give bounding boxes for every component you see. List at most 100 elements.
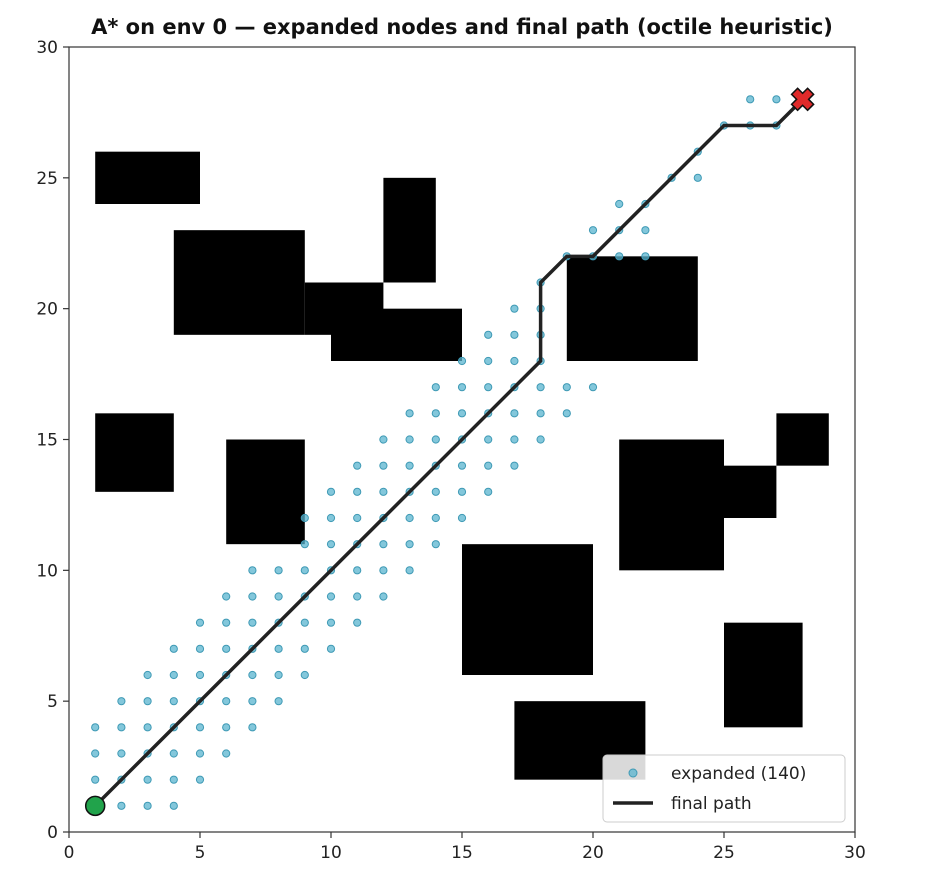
start-goal-markers bbox=[84, 87, 815, 817]
expanded-node-46 bbox=[274, 592, 283, 601]
y-axis-ticks: 0 5 10 15 20 25 30 bbox=[36, 38, 69, 843]
expanded-node-127 bbox=[641, 252, 650, 261]
expanded-node-112 bbox=[536, 409, 545, 418]
expanded-node-7 bbox=[117, 697, 126, 706]
y-tick-label-3: 15 bbox=[36, 431, 58, 451]
expanded-node-44 bbox=[274, 644, 283, 653]
expanded-node-50 bbox=[300, 618, 309, 627]
expanded-node-98 bbox=[484, 461, 493, 470]
expanded-node-13 bbox=[143, 670, 152, 680]
y-tick-label-4: 20 bbox=[36, 300, 58, 320]
obstacle-11 bbox=[462, 544, 593, 675]
expanded-node-97 bbox=[484, 487, 493, 496]
expanded-node-74 bbox=[379, 461, 388, 470]
expanded-node-35 bbox=[248, 723, 257, 732]
expanded-node-131 bbox=[693, 173, 702, 182]
obstacle-6 bbox=[226, 439, 305, 545]
x-axis-ticks: 0 5 10 15 20 25 30 bbox=[64, 832, 866, 863]
expanded-node-59 bbox=[326, 540, 336, 549]
expanded-node-64 bbox=[353, 566, 362, 575]
expanded-node-96 bbox=[457, 356, 467, 366]
expanded-node-87 bbox=[431, 435, 440, 444]
expanded-node-68 bbox=[353, 461, 362, 470]
obstacle-9 bbox=[724, 465, 777, 518]
expanded-node-30 bbox=[222, 697, 231, 706]
expanded-node-123 bbox=[588, 226, 598, 235]
expanded-node-37 bbox=[248, 670, 257, 680]
obstacle-1 bbox=[173, 230, 305, 335]
expanded-node-18 bbox=[169, 697, 178, 706]
expanded-node-92 bbox=[457, 461, 467, 470]
x-tick-label-2: 10 bbox=[320, 843, 342, 863]
expanded-node-75 bbox=[379, 435, 388, 444]
y-tick-label-5: 25 bbox=[36, 169, 58, 189]
obstacle-3 bbox=[331, 308, 462, 361]
expanded-node-22 bbox=[195, 749, 205, 758]
expanded-node-106 bbox=[510, 409, 519, 418]
expanded-node-34 bbox=[222, 592, 231, 601]
expanded-node-27 bbox=[195, 618, 205, 627]
expanded-node-88 bbox=[431, 409, 440, 418]
expanded-node-69 bbox=[379, 592, 388, 601]
expanded-node-124 bbox=[615, 252, 624, 261]
expanded-node-53 bbox=[300, 540, 309, 549]
expanded-node-25 bbox=[195, 670, 205, 680]
expanded-node-28 bbox=[222, 749, 231, 758]
expanded-node-26 bbox=[195, 644, 205, 653]
expanded-node-9 bbox=[143, 775, 152, 784]
expanded-node-108 bbox=[510, 356, 519, 366]
obstacles-layer bbox=[95, 151, 829, 780]
expanded-node-32 bbox=[222, 644, 231, 653]
x-tick-label-6: 30 bbox=[844, 843, 866, 863]
expanded-node-85 bbox=[431, 487, 440, 496]
obstacle-7 bbox=[566, 256, 698, 361]
final-path-layer bbox=[93, 98, 804, 808]
expanded-node-63 bbox=[353, 592, 362, 601]
expanded-node-113 bbox=[536, 383, 545, 392]
expanded-node-102 bbox=[484, 356, 493, 366]
expanded-node-67 bbox=[353, 487, 362, 496]
expanded-node-1 bbox=[91, 749, 100, 758]
expanded-node-84 bbox=[431, 513, 440, 523]
expanded-node-70 bbox=[379, 566, 388, 575]
chart-title: A* on env 0 — expanded nodes and final p… bbox=[91, 15, 833, 39]
expanded-node-33 bbox=[222, 618, 231, 627]
y-tick-label-6: 30 bbox=[36, 38, 58, 58]
obstacle-10 bbox=[776, 413, 829, 466]
expanded-node-109 bbox=[510, 330, 519, 339]
expanded-node-99 bbox=[484, 435, 493, 444]
expanded-node-0 bbox=[91, 775, 100, 784]
legend: expanded (140) final path bbox=[602, 754, 846, 823]
y-tick-label-2: 10 bbox=[36, 561, 58, 581]
expanded-node-21 bbox=[195, 775, 205, 784]
x-tick-label-4: 20 bbox=[582, 843, 604, 863]
expanded-node-78 bbox=[405, 513, 414, 523]
expanded-node-57 bbox=[326, 592, 336, 601]
expanded-node-43 bbox=[274, 670, 283, 680]
expanded-node-6 bbox=[117, 723, 126, 732]
expanded-node-14 bbox=[169, 801, 178, 810]
expanded-node-61 bbox=[326, 487, 336, 496]
expanded-node-77 bbox=[405, 540, 414, 549]
expanded-node-3 bbox=[117, 801, 126, 810]
expanded-node-60 bbox=[326, 513, 336, 523]
expanded-node-81 bbox=[405, 435, 414, 444]
legend-box bbox=[602, 754, 846, 823]
expanded-node-19 bbox=[169, 670, 178, 680]
expanded-node-16 bbox=[169, 749, 178, 758]
expanded-node-126 bbox=[615, 199, 624, 209]
expanded-node-73 bbox=[379, 487, 388, 496]
expanded-node-23 bbox=[195, 723, 205, 732]
expanded-node-83 bbox=[431, 540, 440, 549]
expanded-node-48 bbox=[300, 670, 309, 680]
expanded-node-12 bbox=[143, 697, 152, 706]
expanded-node-90 bbox=[457, 513, 467, 523]
expanded-node-80 bbox=[405, 461, 414, 470]
obstacle-0 bbox=[95, 151, 200, 204]
expanded-node-2 bbox=[91, 723, 100, 732]
expanded-node-66 bbox=[353, 513, 362, 523]
expanded-node-42 bbox=[274, 697, 283, 706]
obstacle-12 bbox=[724, 622, 803, 728]
expanded-node-56 bbox=[326, 618, 336, 627]
obstacle-8 bbox=[619, 439, 724, 571]
